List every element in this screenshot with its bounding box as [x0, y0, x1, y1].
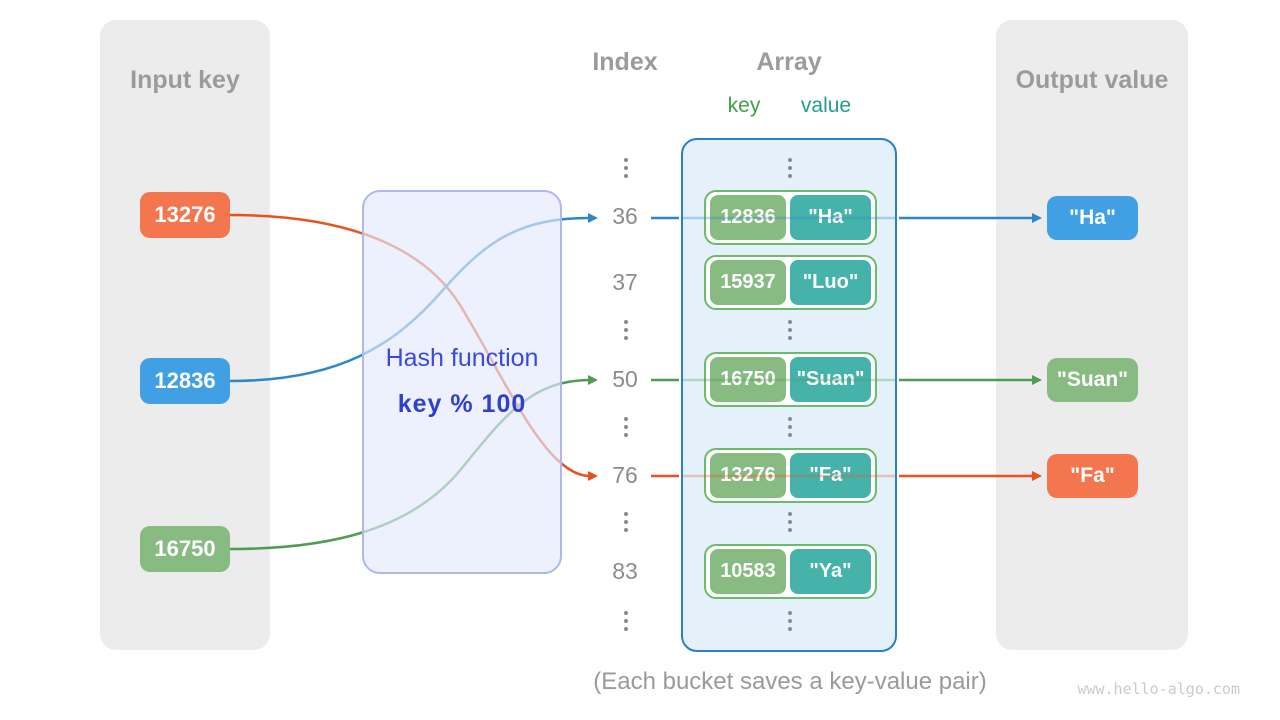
index-value-83: 83 — [612, 558, 638, 584]
bucket-key: 12836 — [710, 195, 786, 240]
output-value-panel: Output value — [996, 20, 1188, 650]
ellipsis-icon — [787, 417, 792, 437]
ellipsis-icon — [787, 611, 792, 631]
hash-function-title: Hash function — [385, 344, 539, 372]
index-value-50: 50 — [612, 366, 638, 392]
ellipsis-icon — [787, 158, 792, 178]
input-panel-title: Input key — [130, 66, 240, 94]
key-column-label: key — [727, 94, 761, 117]
bucket-key: 10583 — [710, 549, 786, 594]
ellipsis-icon — [787, 512, 792, 532]
index-value-37: 37 — [612, 269, 638, 295]
index-column-header: Index — [592, 48, 658, 76]
caption: (Each bucket saves a key-value pair) — [593, 668, 987, 695]
bucket-value: "Suan" — [790, 357, 871, 402]
input-key-12836: 12836 — [140, 358, 230, 404]
ellipsis-icon — [787, 320, 792, 340]
bucket-value: "Fa" — [790, 453, 871, 498]
ellipsis-icon — [623, 512, 628, 532]
index-value-36: 36 — [612, 203, 638, 229]
watermark: www.hello-algo.com — [1077, 680, 1240, 698]
hash-function-formula: key % 100 — [397, 390, 527, 418]
bucket-row-83: 10583 "Ya" — [704, 544, 877, 599]
ellipsis-icon — [623, 320, 628, 340]
bucket-row-50: 16750 "Suan" — [704, 352, 877, 407]
output-value-suan: "Suan" — [1047, 358, 1138, 402]
bucket-value: "Ya" — [790, 549, 871, 594]
bucket-key: 15937 — [710, 260, 786, 305]
bucket-key: 16750 — [710, 357, 786, 402]
hash-function-box: Hash function key % 100 — [362, 190, 562, 574]
value-column-label: value — [800, 94, 852, 117]
ellipsis-icon — [623, 611, 628, 631]
array-column-header: Array — [756, 48, 822, 76]
ellipsis-icon — [623, 417, 628, 437]
ellipsis-icon — [623, 158, 628, 178]
index-value-76: 76 — [612, 462, 638, 488]
output-value-ha: "Ha" — [1047, 196, 1138, 240]
input-key-16750: 16750 — [140, 526, 230, 572]
bucket-row-76: 13276 "Fa" — [704, 448, 877, 503]
bucket-row-36: 12836 "Ha" — [704, 190, 877, 245]
bucket-value: "Ha" — [790, 195, 871, 240]
bucket-row-37: 15937 "Luo" — [704, 255, 877, 310]
input-key-13276: 13276 — [140, 192, 230, 238]
output-panel-title: Output value — [1015, 66, 1169, 94]
output-value-fa: "Fa" — [1047, 454, 1138, 498]
bucket-value: "Luo" — [790, 260, 871, 305]
bucket-key: 13276 — [710, 453, 786, 498]
